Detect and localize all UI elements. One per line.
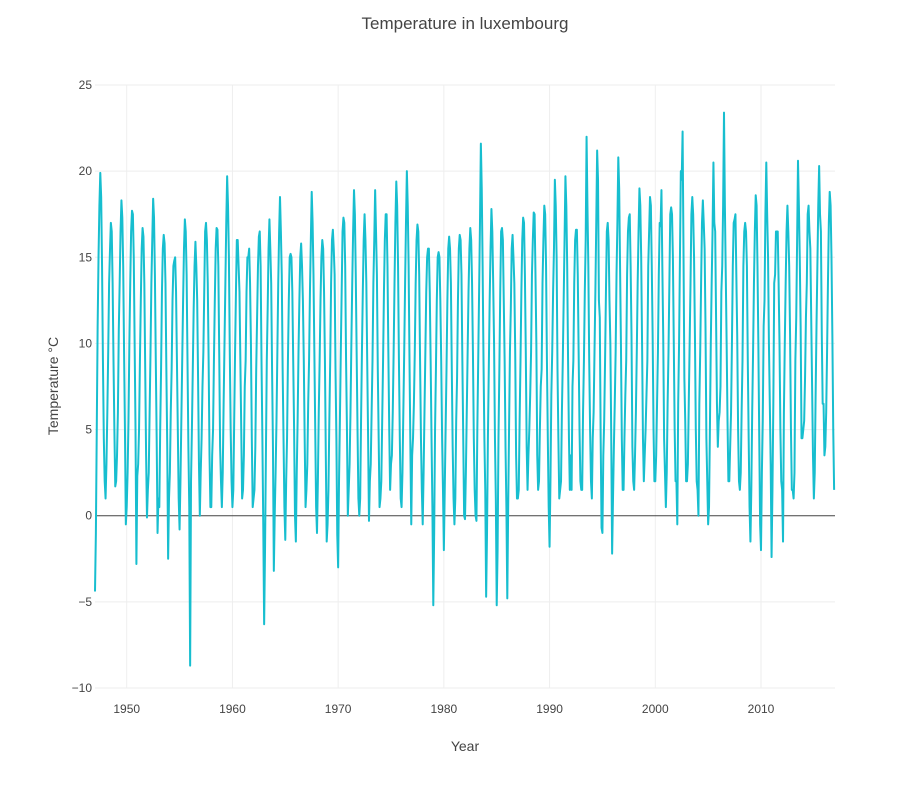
temperature-series-line <box>94 111 836 667</box>
y-tick-label: 5 <box>85 423 92 437</box>
x-tick-label: 1970 <box>325 702 352 716</box>
x-tick-labels: 1950 1960 1970 1980 1990 2000 2010 <box>113 702 774 716</box>
y-axis-label: Temperature °C <box>45 337 61 435</box>
y-tick-label: 10 <box>79 336 93 350</box>
x-tick-label: 1960 <box>219 702 246 716</box>
y-tick-label: 25 <box>79 78 93 92</box>
x-tick-label: 1950 <box>113 702 140 716</box>
x-axis-label: Year <box>451 738 480 754</box>
y-tick-label: −10 <box>72 681 93 695</box>
y-tick-label: 15 <box>79 250 93 264</box>
y-tick-label: 0 <box>85 509 92 523</box>
x-tick-label: 2000 <box>642 702 669 716</box>
y-tick-labels: −10 −5 0 5 10 15 20 25 <box>72 78 93 695</box>
x-gridlines <box>126 85 762 688</box>
x-tick-label: 2010 <box>748 702 775 716</box>
y-tick-label: 20 <box>79 164 93 178</box>
chart-title: Temperature in luxembourg <box>362 14 569 33</box>
x-tick-label: 1980 <box>431 702 458 716</box>
x-tick-label: 1990 <box>536 702 563 716</box>
y-tick-label: −5 <box>78 595 92 609</box>
